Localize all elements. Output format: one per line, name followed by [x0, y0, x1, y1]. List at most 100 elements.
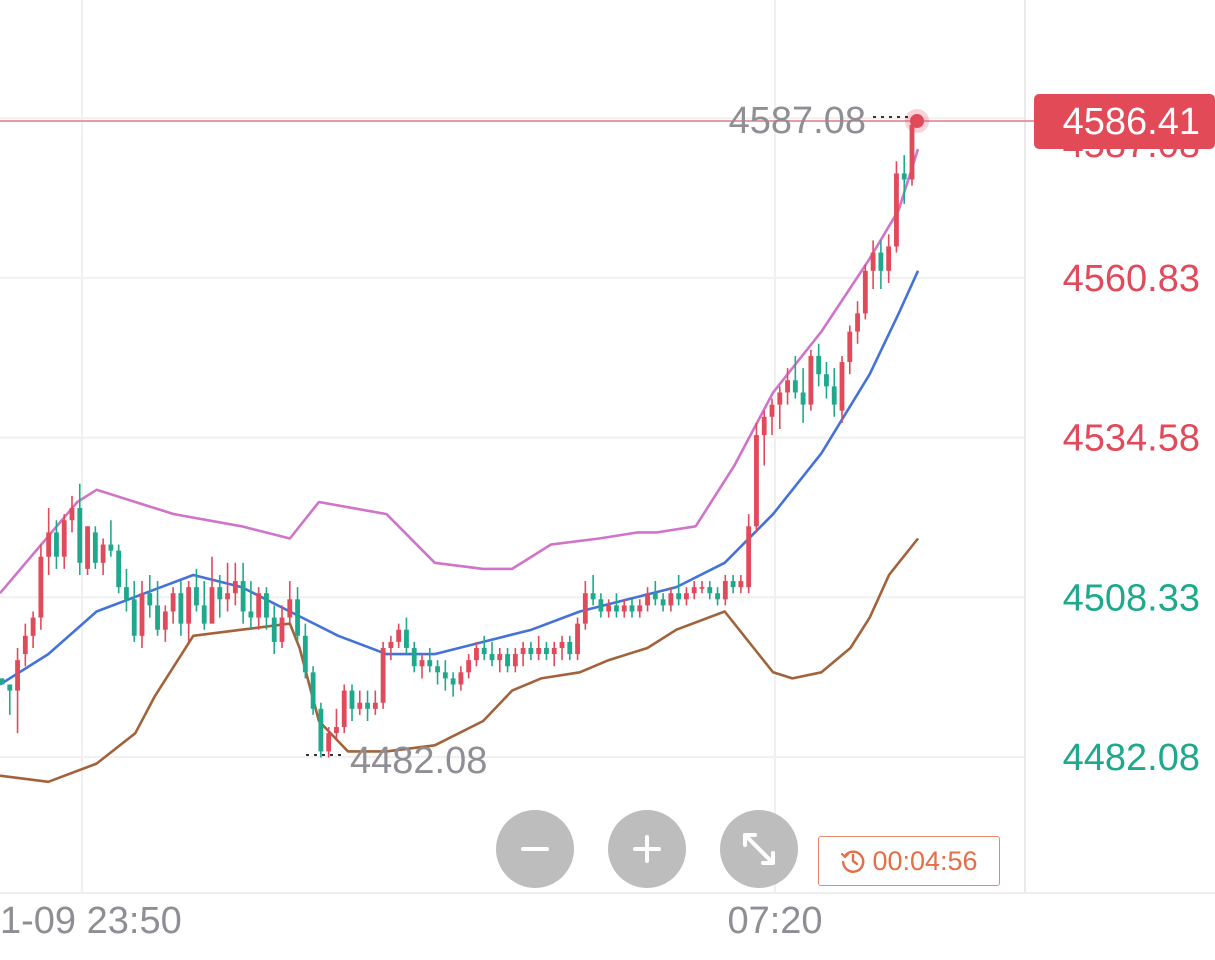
candle [474, 641, 479, 667]
candle-body [7, 684, 13, 691]
candle [248, 581, 254, 630]
candle-body [551, 647, 557, 655]
candle [528, 641, 534, 661]
candle [170, 587, 176, 624]
candle [855, 301, 860, 344]
candle [785, 368, 790, 405]
current-price-dot [910, 114, 924, 128]
candle-body [645, 593, 650, 606]
candle [341, 684, 347, 734]
candle-body [100, 544, 106, 563]
fullscreen-button[interactable] [720, 810, 798, 888]
candle [295, 587, 300, 642]
candle-body [839, 362, 845, 411]
candle [684, 587, 689, 606]
candle-body [30, 617, 36, 636]
candle [621, 599, 627, 618]
candle-body [326, 733, 332, 752]
candle [754, 422, 759, 533]
candle [458, 666, 464, 691]
candle-body [209, 587, 215, 624]
candle-body [886, 246, 892, 271]
candle [372, 690, 378, 715]
candle-body [816, 355, 822, 375]
candle [108, 520, 114, 557]
candle [559, 635, 565, 661]
candle-body [715, 593, 720, 600]
candle-body [295, 599, 300, 636]
candle-body [155, 605, 160, 630]
candle [302, 623, 308, 679]
candle-body [497, 654, 503, 661]
candle [466, 654, 472, 679]
zoom-in-button[interactable] [608, 810, 686, 888]
candle-body [341, 690, 347, 728]
candle-body [575, 623, 580, 655]
candle-body [248, 611, 254, 618]
candle [334, 708, 339, 740]
candle-body [54, 532, 59, 557]
candle [388, 635, 394, 661]
candle-body [108, 544, 114, 551]
candle [730, 574, 736, 594]
candle [419, 654, 425, 679]
candle-body [652, 593, 658, 600]
y-tick-label: 4482.08 [1063, 737, 1200, 779]
candle-body [279, 617, 285, 642]
candle-body [170, 593, 176, 612]
candle-body [878, 252, 884, 271]
candle-body [264, 593, 269, 618]
candle-body [225, 593, 230, 600]
candle-countdown: 00:04:56 [818, 836, 1000, 886]
candle [357, 690, 363, 715]
candle-body [590, 593, 596, 600]
candle [645, 587, 650, 612]
candle [264, 587, 269, 630]
candle-body [77, 508, 83, 563]
candle-body [746, 526, 752, 588]
candle [186, 581, 192, 642]
candle [816, 343, 822, 387]
candle [660, 593, 666, 612]
candle-body [147, 593, 153, 606]
x-tick-label: 07:20 [727, 900, 822, 942]
candle-body [372, 702, 378, 709]
candle [365, 690, 370, 721]
clock-history-icon [841, 850, 865, 873]
candle [139, 581, 145, 648]
candle [162, 605, 168, 642]
bollinger-mid-line [0, 270, 920, 686]
candle-body [22, 635, 28, 655]
candle [862, 264, 868, 320]
candle [318, 702, 324, 758]
candle-body [201, 605, 207, 624]
candle-body [357, 702, 363, 709]
candle-body [380, 647, 386, 703]
candle [629, 599, 635, 618]
candle [551, 641, 557, 667]
y-tick-label: 4508.33 [1063, 577, 1200, 619]
candle [481, 635, 487, 661]
candle-body [629, 605, 635, 612]
candle [287, 581, 293, 624]
low-marker-label: 4482.08 [350, 740, 487, 782]
candle [178, 581, 184, 636]
candle [824, 362, 829, 399]
candle [777, 386, 783, 429]
minus-icon [521, 847, 549, 851]
candle [155, 581, 160, 636]
candle [54, 520, 59, 569]
zoom-out-button[interactable] [496, 810, 574, 888]
candle-body [559, 641, 565, 648]
candle [894, 161, 899, 253]
candle [240, 562, 246, 624]
candle-body [769, 404, 775, 417]
candle-body [761, 416, 767, 436]
candle-body [131, 599, 137, 636]
candle [217, 574, 223, 618]
candle [614, 593, 619, 618]
candle [279, 605, 285, 648]
candle [256, 587, 262, 630]
